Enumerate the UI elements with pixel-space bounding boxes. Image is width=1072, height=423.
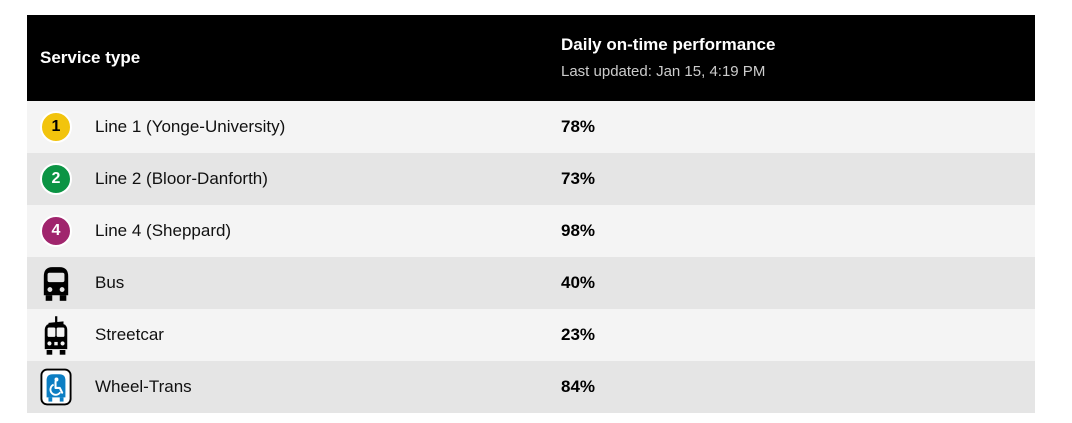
line-4-badge-icon: 4 — [40, 215, 72, 247]
table-header: Service type Daily on-time performance L… — [27, 15, 1035, 101]
service-icon-cell: 2 — [27, 163, 95, 195]
streetcar-icon — [44, 316, 68, 355]
service-label: Line 4 (Sheppard) — [95, 221, 232, 240]
table-row: Wheel-Trans 84% — [27, 361, 1035, 413]
table-row: 1 Line 1 (Yonge-University) 78% — [27, 101, 1035, 153]
on-time-performance-table: Service type Daily on-time performance L… — [27, 15, 1035, 413]
on-time-percentage: 78% — [561, 117, 596, 136]
line-2-badge-icon: 2 — [40, 163, 72, 195]
on-time-percentage: 84% — [561, 377, 596, 396]
service-label: Streetcar — [95, 325, 164, 344]
service-label: Line 1 (Yonge-University) — [95, 117, 286, 136]
service-icon-cell: 4 — [27, 215, 95, 247]
service-type-column-header: Service type — [27, 15, 561, 101]
service-icon-cell — [27, 264, 95, 302]
service-label: Line 2 (Bloor-Danforth) — [95, 169, 268, 188]
table-row: 4 Line 4 (Sheppard) 98% — [27, 205, 1035, 257]
service-icon-cell — [27, 314, 95, 356]
on-time-percentage: 23% — [561, 325, 596, 344]
last-updated-timestamp: Last updated: Jan 15, 4:19 PM — [561, 62, 766, 80]
wheel-trans-icon — [40, 368, 72, 406]
service-icon-cell: 1 — [27, 111, 95, 143]
performance-column-header: Daily on-time performance Last updated: … — [561, 15, 1035, 101]
performance-header-title: Daily on-time performance — [561, 35, 776, 55]
table-row: Bus 40% — [27, 257, 1035, 309]
table-row: 2 Line 2 (Bloor-Danforth) 73% — [27, 153, 1035, 205]
on-time-percentage: 98% — [561, 221, 596, 240]
on-time-percentage: 40% — [561, 273, 596, 292]
service-type-header-label: Service type — [40, 48, 141, 67]
bus-icon — [43, 267, 69, 301]
table-row: Streetcar 23% — [27, 309, 1035, 361]
service-label: Wheel-Trans — [95, 377, 192, 396]
on-time-percentage: 73% — [561, 169, 596, 188]
line-1-badge-icon: 1 — [40, 111, 72, 143]
service-icon-cell — [27, 368, 95, 406]
service-label: Bus — [95, 273, 125, 292]
